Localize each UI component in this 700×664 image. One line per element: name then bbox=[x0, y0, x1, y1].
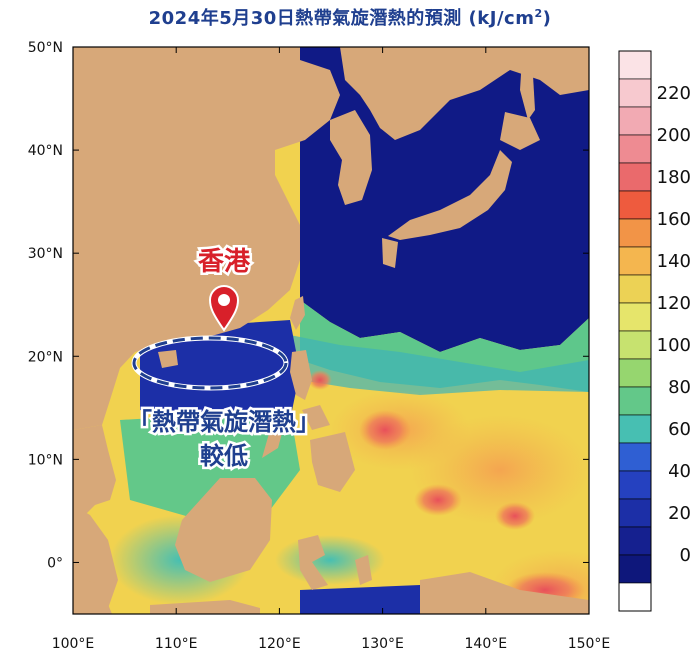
colorbar-label: 20 bbox=[668, 503, 691, 524]
colorbar-segment bbox=[618, 106, 652, 136]
map-area bbox=[73, 47, 589, 614]
colorbar-label: 140 bbox=[657, 251, 691, 272]
colorbar-label: 60 bbox=[668, 419, 691, 440]
colorbar-label: 0 bbox=[680, 545, 691, 566]
colorbar-segment bbox=[618, 330, 652, 360]
colorbar-segment bbox=[618, 582, 652, 612]
colorbar-segment bbox=[618, 554, 652, 584]
longitude-axis: 100°E 110°E 120°E 130°E 140°E 150°E bbox=[52, 47, 611, 652]
colorbar-label: 220 bbox=[657, 83, 691, 104]
low-tchp-region-dash bbox=[132, 336, 288, 390]
colorbar-segment bbox=[618, 274, 652, 304]
colorbar-label: 100 bbox=[657, 335, 691, 356]
colorbar-label: 120 bbox=[657, 293, 691, 314]
colorbar-segment bbox=[618, 162, 652, 192]
colorbar-segment bbox=[618, 218, 652, 248]
colorbar-segment bbox=[618, 190, 652, 220]
latitude-axis: 50°N 40°N 30°N 20°N 10°N 0° bbox=[28, 40, 589, 571]
colorbar-segment bbox=[618, 134, 652, 164]
colorbar-label: 180 bbox=[657, 167, 691, 188]
colorbar-segment bbox=[618, 358, 652, 388]
location-pin-icon bbox=[208, 285, 240, 332]
colorbar-label: 160 bbox=[657, 209, 691, 230]
colorbar-frame bbox=[618, 50, 652, 612]
colorbar-segment bbox=[618, 386, 652, 416]
hong-kong-label: 香港 bbox=[198, 247, 251, 277]
lat-label: 0° bbox=[47, 555, 63, 571]
map-frame bbox=[72, 46, 590, 615]
lon-label: 130°E bbox=[361, 636, 404, 652]
map-title: 2024年5月30日熱帶氣旋潛熱的預測 (kJ/cm2) bbox=[148, 7, 552, 29]
low-tchp-note-line1: 「熱帶氣旋潛熱」 bbox=[128, 408, 320, 436]
low-tchp-note-line2: 較低 bbox=[200, 442, 248, 470]
lon-label: 100°E bbox=[52, 636, 95, 652]
lat-label: 50°N bbox=[28, 40, 63, 56]
colorbar-segment bbox=[618, 442, 652, 472]
colorbar-segment bbox=[618, 50, 652, 80]
lon-label: 120°E bbox=[258, 636, 301, 652]
colorbar-label: 80 bbox=[668, 377, 691, 398]
lon-label: 150°E bbox=[568, 636, 611, 652]
lon-label: 140°E bbox=[465, 636, 508, 652]
lat-label: 30°N bbox=[28, 246, 63, 262]
lat-label: 20°N bbox=[28, 349, 63, 365]
lat-label: 10°N bbox=[28, 452, 63, 468]
lat-label: 40°N bbox=[28, 143, 63, 159]
colorbar-segment bbox=[618, 78, 652, 108]
colorbar-label: 40 bbox=[668, 461, 691, 482]
colorbar-segment bbox=[618, 526, 652, 556]
lon-label: 110°E bbox=[155, 636, 198, 652]
colorbar-segment bbox=[618, 498, 652, 528]
colorbar-segment bbox=[618, 414, 652, 444]
colorbar-segment bbox=[618, 302, 652, 332]
colorbar-segment bbox=[618, 470, 652, 500]
colorbar-segment bbox=[618, 246, 652, 276]
colorbar-label: 200 bbox=[657, 125, 691, 146]
